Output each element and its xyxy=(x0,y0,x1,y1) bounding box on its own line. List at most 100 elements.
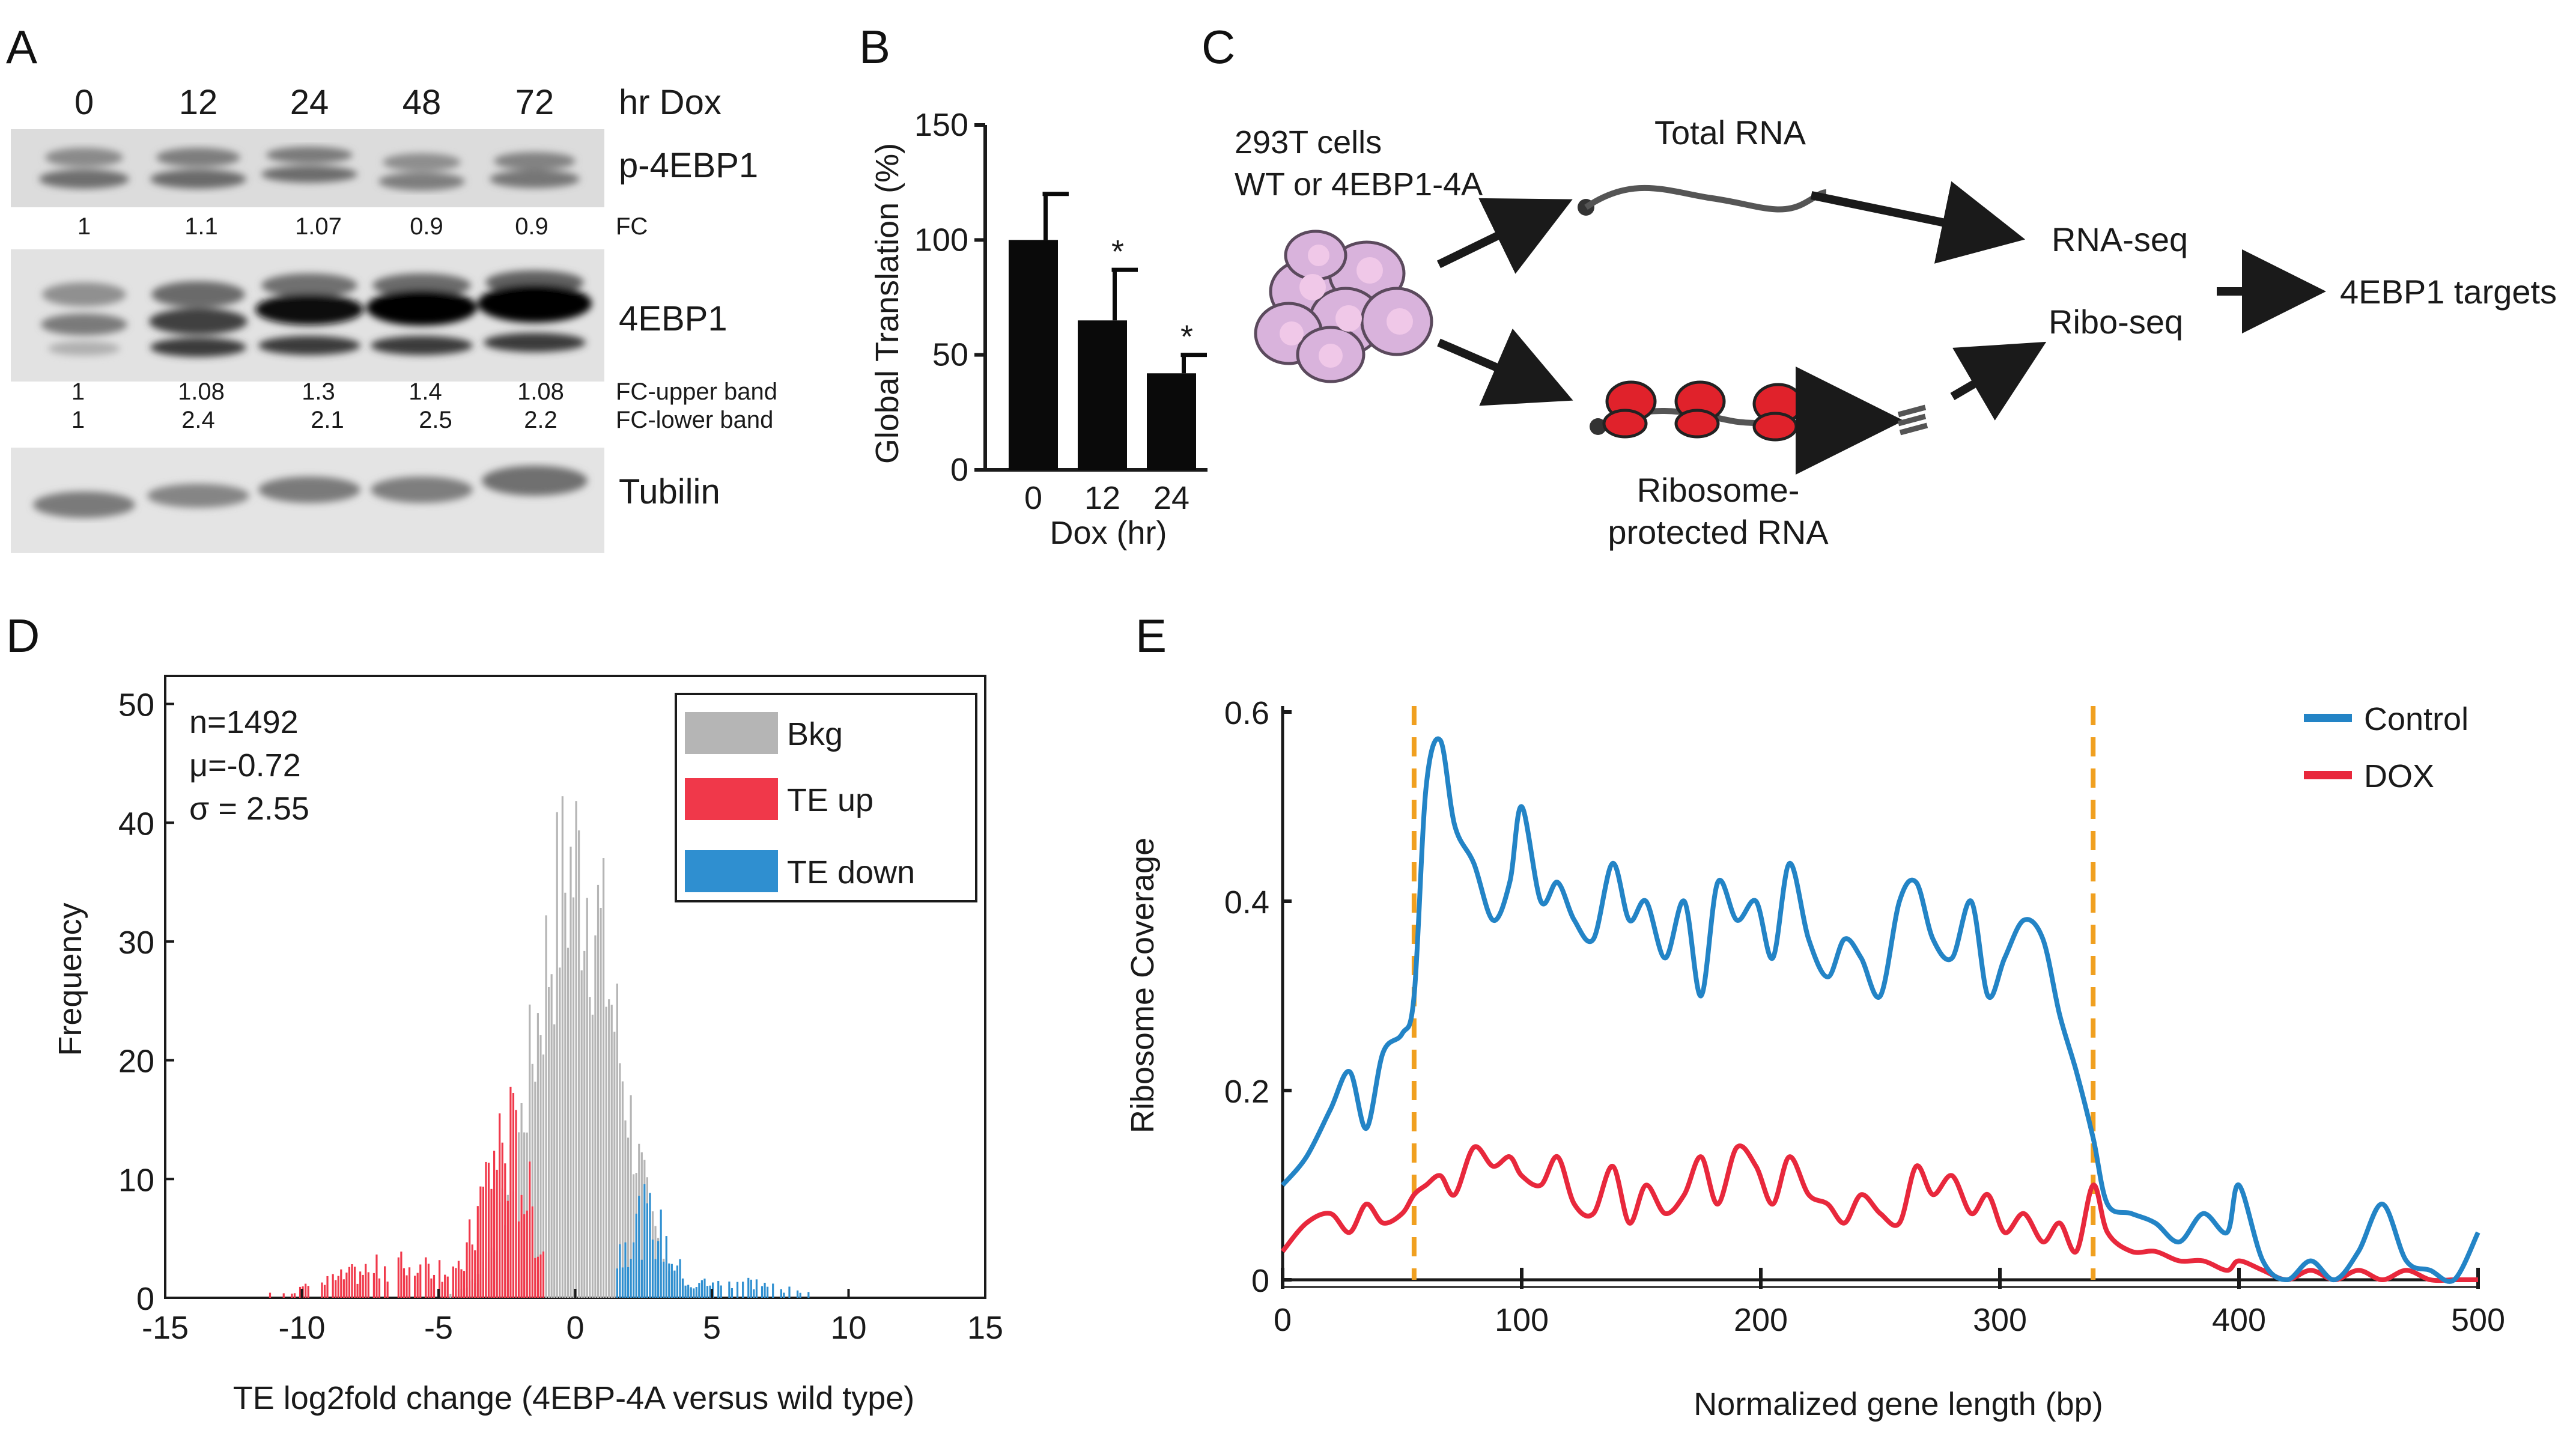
timepoint-label: 48 xyxy=(402,83,442,122)
x-tick-label: 0 xyxy=(1024,480,1042,516)
histogram-bar xyxy=(698,1283,700,1298)
histogram-bar xyxy=(548,987,550,1298)
histogram-bar xyxy=(460,1269,463,1298)
histogram-bar xyxy=(446,1276,449,1298)
panel-letter-d: D xyxy=(6,609,40,662)
histogram-bar xyxy=(720,1285,722,1298)
histogram-bar xyxy=(353,1267,356,1298)
histogram-bar xyxy=(616,1268,618,1298)
y-tick-label: 0.6 xyxy=(1224,695,1269,731)
histogram-bar xyxy=(561,796,564,1298)
fc-lower-value: 2.1 xyxy=(311,407,344,433)
histogram-bar xyxy=(742,1282,744,1298)
histogram-bar xyxy=(649,1193,651,1298)
histogram-bar xyxy=(372,1273,375,1298)
histogram-bar xyxy=(550,974,553,1298)
legend-swatch-bkg xyxy=(685,712,778,754)
panel-letter-e: E xyxy=(1135,609,1167,662)
histogram-bar xyxy=(690,1287,692,1298)
ribo-label-2: protected RNA xyxy=(1608,513,1829,551)
histogram-bar xyxy=(305,1283,307,1298)
histogram-bar xyxy=(616,984,618,1298)
histogram-bar xyxy=(471,1244,473,1298)
histogram-bar xyxy=(499,1113,501,1298)
fc-value: 0.9 xyxy=(410,213,443,240)
histogram-bar xyxy=(414,1276,416,1298)
histogram-bar xyxy=(660,1209,662,1298)
y-tick-label: 100 xyxy=(914,222,968,258)
blot-label-p4ebp1: p-4EBP1 xyxy=(619,146,758,185)
histogram-bar xyxy=(646,1203,648,1298)
histogram-bar xyxy=(736,1282,739,1298)
x-tick-label: 24 xyxy=(1153,480,1189,516)
x-tick-label: 200 xyxy=(1734,1302,1788,1338)
fc-upper-value: 1.3 xyxy=(302,379,335,405)
histogram-bar xyxy=(526,1210,528,1298)
histogram-bar xyxy=(291,1294,293,1298)
x-tick-label: -15 xyxy=(142,1310,189,1346)
blot-label-tubilin: Tubilin xyxy=(619,472,720,511)
timepoint-label: 0 xyxy=(74,83,94,122)
histogram-bar xyxy=(479,1186,482,1298)
histogram-bar xyxy=(469,1219,471,1298)
histogram-bar xyxy=(419,1264,422,1298)
histogram-bar xyxy=(709,1285,711,1298)
y-tick-label: 0 xyxy=(136,1281,154,1317)
y-axis-label: Ribosome Coverage xyxy=(1125,838,1161,1133)
histogram-bar xyxy=(630,1095,632,1298)
ribosome-mrna-icon xyxy=(1590,380,1817,442)
histogram-bar xyxy=(731,1288,734,1298)
histogram-bar xyxy=(589,997,591,1298)
histogram-bar xyxy=(269,1292,272,1298)
timepoint-label: 12 xyxy=(179,83,218,122)
histogram-bar xyxy=(386,1281,389,1298)
histogram-bar xyxy=(570,847,572,1298)
histogram-bar xyxy=(433,1274,436,1298)
histogram-bar xyxy=(583,951,586,1298)
timepoint-label: 72 xyxy=(515,83,554,122)
y-tick-label: 50 xyxy=(118,687,154,723)
histogram-bar xyxy=(425,1257,427,1298)
histogram-bar xyxy=(624,1120,627,1298)
histogram-bar xyxy=(654,1259,657,1298)
histogram-bar xyxy=(529,1161,531,1298)
fc-upper-value: 1.4 xyxy=(409,379,442,405)
total-rna-label: Total RNA xyxy=(1654,114,1806,151)
histogram-bar xyxy=(439,1260,441,1298)
rna-fragments-icon xyxy=(1897,404,1928,436)
histogram-bar xyxy=(455,1268,457,1298)
histogram-bar xyxy=(365,1264,367,1298)
ribo-label-1: Ribosome- xyxy=(1637,471,1800,509)
histogram-bar xyxy=(402,1268,406,1298)
histogram-bar xyxy=(630,1259,632,1298)
fc-lower-value: 1 xyxy=(71,407,85,433)
x-axis-label: TE log2fold change (4EBP-4A versus wild … xyxy=(233,1380,915,1416)
histogram-bar xyxy=(504,1163,506,1298)
histogram-bar xyxy=(299,1286,302,1298)
histogram-bar xyxy=(640,1259,643,1298)
histogram-bars xyxy=(269,796,810,1298)
histogram-bar xyxy=(534,1258,536,1298)
legend-label-te-down: TE down xyxy=(787,854,915,890)
histogram-bar xyxy=(728,1281,731,1298)
y-tick-label: 0.2 xyxy=(1224,1074,1269,1110)
hr-dox-label: hr Dox xyxy=(619,83,721,122)
x-tick-label: 300 xyxy=(1973,1302,2027,1338)
panel-letter-b: B xyxy=(859,20,890,73)
histogram-bar xyxy=(367,1272,369,1298)
histogram-bar xyxy=(657,1241,660,1298)
legend-label-bkg: Bkg xyxy=(787,716,843,752)
x-tick-label: -10 xyxy=(278,1310,325,1346)
histogram-bar xyxy=(553,1024,556,1298)
histogram-bar xyxy=(619,1244,621,1298)
histogram-bar xyxy=(663,1261,665,1298)
mrna-strand-icon xyxy=(1578,184,1827,216)
y-tick-label: 0 xyxy=(1251,1263,1269,1299)
histogram-bar xyxy=(430,1278,433,1298)
fc-value: 0.9 xyxy=(515,213,548,240)
cell-cluster-icon xyxy=(1254,230,1433,383)
histogram-bar xyxy=(487,1163,490,1298)
axis-ticks: -15 -10 -5 0 5 10 15 0 10 20 30 40 50 xyxy=(118,687,1003,1346)
significance-star: * xyxy=(1180,319,1193,355)
